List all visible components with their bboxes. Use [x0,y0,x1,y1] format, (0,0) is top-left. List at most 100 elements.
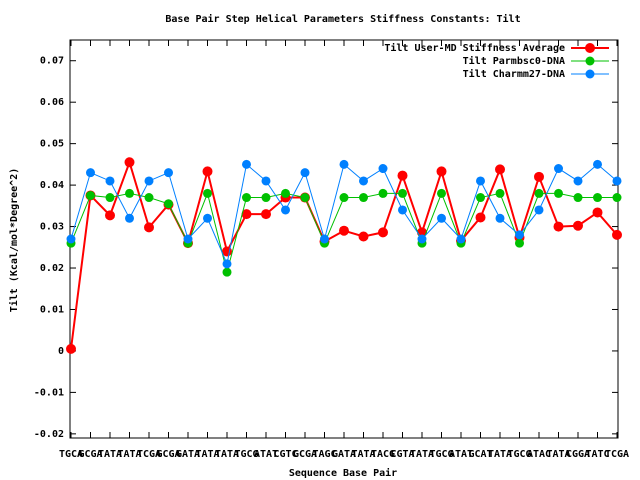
y-tick-label: 0 [58,346,64,357]
data-point [105,210,115,221]
x-tick-label: TAGC [312,449,336,460]
data-point [592,207,603,218]
data-point [125,213,134,223]
data-point [398,188,407,198]
data-point [359,193,368,203]
data-point [573,176,583,186]
data-point [475,212,486,223]
data-point [534,205,544,215]
data-point [124,157,135,168]
x-tick-label: TGCA [59,449,83,460]
data-point [222,267,232,277]
data-point [534,188,544,198]
data-point [86,190,95,200]
data-point [281,205,290,215]
data-point [281,188,290,198]
data-point [339,225,349,236]
data-point [242,193,251,203]
data-point [222,259,232,269]
data-point [378,188,388,198]
data-point [476,193,485,203]
data-point [202,166,213,177]
data-point [534,171,544,182]
x-tick-label: TACG [371,449,395,460]
x-tick-label: ATAC [527,449,551,460]
data-point [456,234,466,244]
y-tick-label: 0.07 [40,56,64,67]
data-point [573,220,583,231]
x-tick-label: TATA [98,449,122,460]
y-tick-label: -0.01 [34,387,64,398]
legend-marker [585,56,595,66]
data-point [300,193,310,203]
data-point [339,193,349,203]
data-point [339,159,349,169]
x-tick-label: GCGA [78,449,102,460]
legend-label: Tilt Parmbsc0-DNA [463,55,565,67]
x-tick-label: TATA [546,449,570,460]
data-point [300,168,310,178]
y-tick-label: 0.02 [40,263,64,274]
x-tick-label: TGCG [234,449,258,460]
x-tick-label: CGTA [390,449,414,460]
data-point [358,231,369,242]
data-point [515,238,524,248]
x-tick-label: GATA [176,449,200,460]
data-point [495,164,505,175]
data-point [515,230,524,240]
data-point [436,166,447,177]
data-point [553,221,564,232]
x-tick-label: CGGA [566,449,590,460]
x-tick-label: TATA [351,449,375,460]
data-point [437,213,446,223]
x-tick-label: TATA [195,449,219,460]
x-tick-label: TATA [410,449,434,460]
data-point [183,234,193,244]
data-point [261,176,271,186]
x-tick-label: TATA [215,449,239,460]
data-point [612,193,622,203]
data-point [241,209,252,220]
y-axis-label: Tilt (Kcal/mol*Degree^2) [8,168,20,313]
data-point [437,188,446,198]
y-tick-label: 0.06 [40,97,64,108]
data-point [261,193,271,203]
legend-marker [585,43,595,53]
data-point [164,199,173,209]
data-point [203,188,212,198]
x-tick-label: TGCG [429,449,453,460]
data-point [242,159,251,169]
data-point [359,176,368,186]
legend-marker [585,69,595,79]
data-point [66,234,76,244]
x-tick-label: TATA [117,449,141,460]
data-point [612,176,622,186]
x-tick-label: CGTC [273,449,297,460]
data-point [378,227,388,238]
y-tick-label: 0.01 [40,304,64,315]
data-point [495,188,505,198]
x-tick-label: TATC [585,449,609,460]
x-tick-label: GCGA [293,449,317,460]
data-point [612,229,622,240]
data-point [593,193,602,203]
data-point [164,168,173,178]
y-tick-label: 0.04 [40,180,64,191]
x-tick-label: ATAT [254,449,278,460]
chart-title: Base Pair Step Helical Parameters Stiffn… [165,13,520,25]
data-point [203,213,212,223]
y-tick-label: 0.05 [40,139,64,150]
x-tick-label: TCGA [605,449,629,460]
data-point [495,213,505,223]
legend-label: Tilt Charmm27-DNA [463,68,565,80]
x-tick-label: ATAT [449,449,473,460]
data-point [125,188,134,198]
data-point [398,205,407,215]
data-point [261,209,271,220]
data-point [105,176,115,186]
x-axis-label: Sequence Base Pair [289,467,397,479]
data-point [144,222,154,233]
x-tick-label: TCGA [137,449,161,460]
data-point [320,234,329,244]
